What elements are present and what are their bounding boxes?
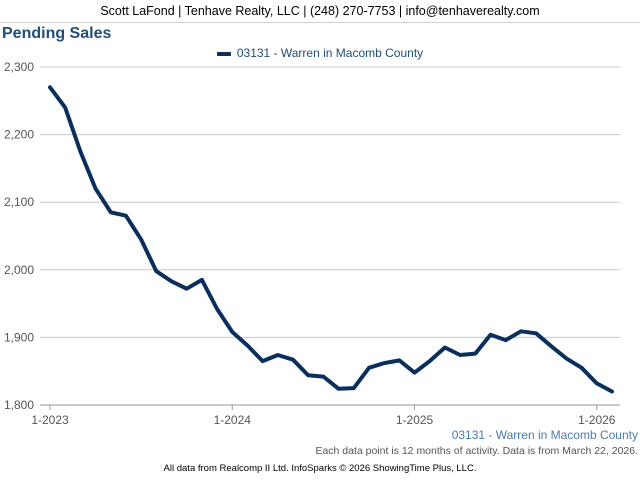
- data-point[interactable]: [230, 330, 234, 334]
- contact-header: Scott LaFond | Tenhave Realty, LLC | (24…: [0, 0, 640, 23]
- footer-credit: All data from Realcomp II Ltd. InfoSpark…: [163, 463, 477, 474]
- data-point[interactable]: [564, 356, 568, 360]
- data-note: Each data point is 12 months of activity…: [315, 445, 638, 457]
- x-tick-label: 1-2025: [396, 413, 434, 427]
- legend-swatch: [216, 51, 231, 56]
- data-point[interactable]: [154, 269, 158, 273]
- data-point[interactable]: [48, 85, 52, 89]
- y-tick-label: 1,800: [4, 398, 34, 412]
- data-point[interactable]: [139, 237, 143, 241]
- chart-title: Pending Sales: [2, 25, 112, 42]
- data-point[interactable]: [580, 366, 584, 370]
- y-tick-label: 1,900: [4, 330, 34, 344]
- data-point[interactable]: [170, 279, 174, 283]
- data-point[interactable]: [200, 278, 204, 282]
- data-point[interactable]: [413, 371, 417, 375]
- y-tick-label: 2,000: [4, 263, 34, 277]
- data-point[interactable]: [367, 366, 371, 370]
- data-point[interactable]: [534, 331, 538, 335]
- data-point[interactable]: [78, 150, 82, 154]
- data-point[interactable]: [443, 346, 447, 350]
- data-point[interactable]: [382, 361, 386, 365]
- grid-lines: [40, 66, 620, 406]
- data-point[interactable]: [276, 353, 280, 357]
- data-point[interactable]: [306, 373, 310, 377]
- data-point[interactable]: [109, 210, 113, 214]
- data-point[interactable]: [245, 344, 249, 348]
- y-tick-label: 2,200: [4, 128, 34, 142]
- data-point[interactable]: [337, 387, 341, 391]
- y-tick-label: 2,300: [4, 60, 34, 74]
- data-point[interactable]: [397, 358, 401, 362]
- data-point[interactable]: [261, 359, 265, 363]
- data-point[interactable]: [610, 389, 614, 393]
- y-tick-label: 2,100: [4, 195, 34, 209]
- series-group: [48, 85, 614, 394]
- legend-label: 03131 - Warren in Macomb County: [236, 46, 424, 60]
- data-point[interactable]: [352, 386, 356, 390]
- data-point[interactable]: [519, 329, 523, 333]
- x-tick-label: 1-2023: [31, 413, 69, 427]
- data-point[interactable]: [428, 359, 432, 363]
- series-label: 03131 - Warren in Macomb County: [451, 428, 638, 442]
- data-point[interactable]: [94, 187, 98, 191]
- y-axis: 1,800 1,900 2,000 2,100 2,200 2,300: [4, 60, 34, 412]
- x-tick-label: 1-2026: [578, 413, 616, 427]
- x-axis: 1-2023 1-2024 1-2025 1-2026: [31, 405, 616, 427]
- x-tick-label: 1-2024: [214, 413, 252, 427]
- data-point[interactable]: [473, 352, 477, 356]
- legend[interactable]: 03131 - Warren in Macomb County: [0, 46, 640, 60]
- data-point[interactable]: [215, 307, 219, 311]
- data-point[interactable]: [504, 338, 508, 342]
- data-point[interactable]: [291, 358, 295, 362]
- data-point[interactable]: [458, 353, 462, 357]
- series-line[interactable]: [48, 85, 614, 394]
- data-point[interactable]: [185, 287, 189, 291]
- data-point[interactable]: [124, 214, 128, 218]
- data-point[interactable]: [488, 333, 492, 337]
- data-point[interactable]: [595, 381, 599, 385]
- data-point[interactable]: [321, 375, 325, 379]
- data-point[interactable]: [549, 344, 553, 348]
- data-point[interactable]: [63, 106, 67, 110]
